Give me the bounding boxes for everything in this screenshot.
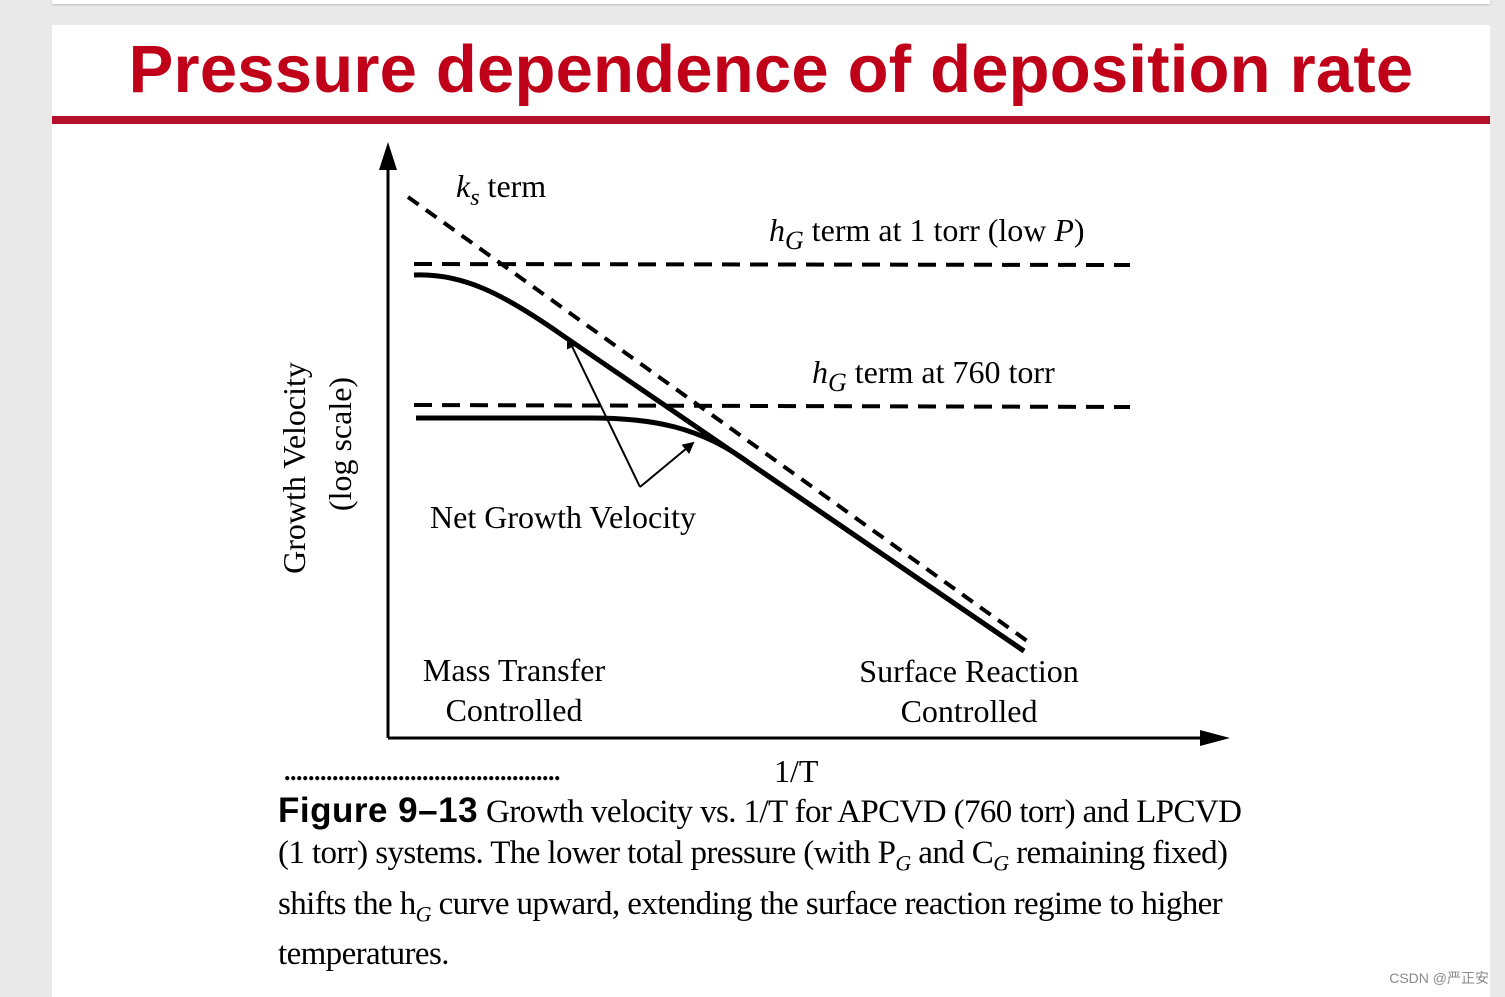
pointer-arrow-upper	[566, 336, 641, 488]
mass-transfer-label-line2: Controlled	[446, 692, 583, 728]
x-axis-arrowhead	[1200, 730, 1230, 746]
caption-text3: curve upward, extending the surface reac…	[278, 885, 1223, 973]
net-growth-curve-760torr	[416, 415, 1026, 654]
y-axis-label-line2: (log scale)	[322, 377, 358, 511]
title-underline	[52, 116, 1490, 124]
caption-text2: remaining fixed) shifts the h	[278, 835, 1228, 922]
surface-reaction-label-line2: Controlled	[901, 693, 1038, 729]
net-growth-curve-low-pressure	[413, 272, 1026, 654]
surface-reaction-label-line1: Surface Reaction	[859, 653, 1078, 689]
caption-and: and C	[910, 835, 994, 871]
caption-text: Growth velocity vs. 1/T for APCVD (760 t…	[278, 794, 1242, 871]
hg-760torr-label: hG term at 760 torr	[812, 354, 1055, 397]
ks-term-label: ks term	[456, 168, 546, 211]
watermark: CSDN @严正安	[1389, 970, 1489, 986]
pointer-arrow-lower	[639, 441, 695, 488]
y-axis-label-line1: Growth Velocity	[276, 362, 312, 574]
caption-figure-number: Figure 9–13	[278, 791, 479, 830]
caption-pg-sub: G	[895, 850, 911, 876]
net-growth-velocity-label: Net Growth Velocity	[430, 499, 696, 535]
ks-term-line	[406, 195, 1032, 645]
hg-760torr-line	[413, 403, 1131, 409]
previous-slide-edge	[52, 0, 1490, 4]
hg-1torr-label: hG term at 1 torr (low P)	[769, 212, 1085, 255]
hg-1torr-line	[413, 262, 1131, 267]
caption-hg-sub: G	[415, 901, 432, 927]
dotted-leader: ........................................…	[284, 757, 560, 786]
y-axis-arrowhead	[379, 142, 397, 170]
figure-caption: Figure 9–13 Growth velocity vs. 1/T for A…	[278, 790, 1248, 975]
x-axis-label: 1/T	[774, 753, 819, 789]
mass-transfer-label-line1: Mass Transfer	[423, 652, 606, 688]
slide: Pressure dependence of deposition rate	[52, 25, 1490, 997]
growth-velocity-diagram: ks term hG term at 1 torr (low P) hG ter…	[276, 142, 1230, 789]
slide-title: Pressure dependence of deposition rate	[128, 32, 1414, 107]
caption-cg-sub: G	[993, 850, 1009, 876]
